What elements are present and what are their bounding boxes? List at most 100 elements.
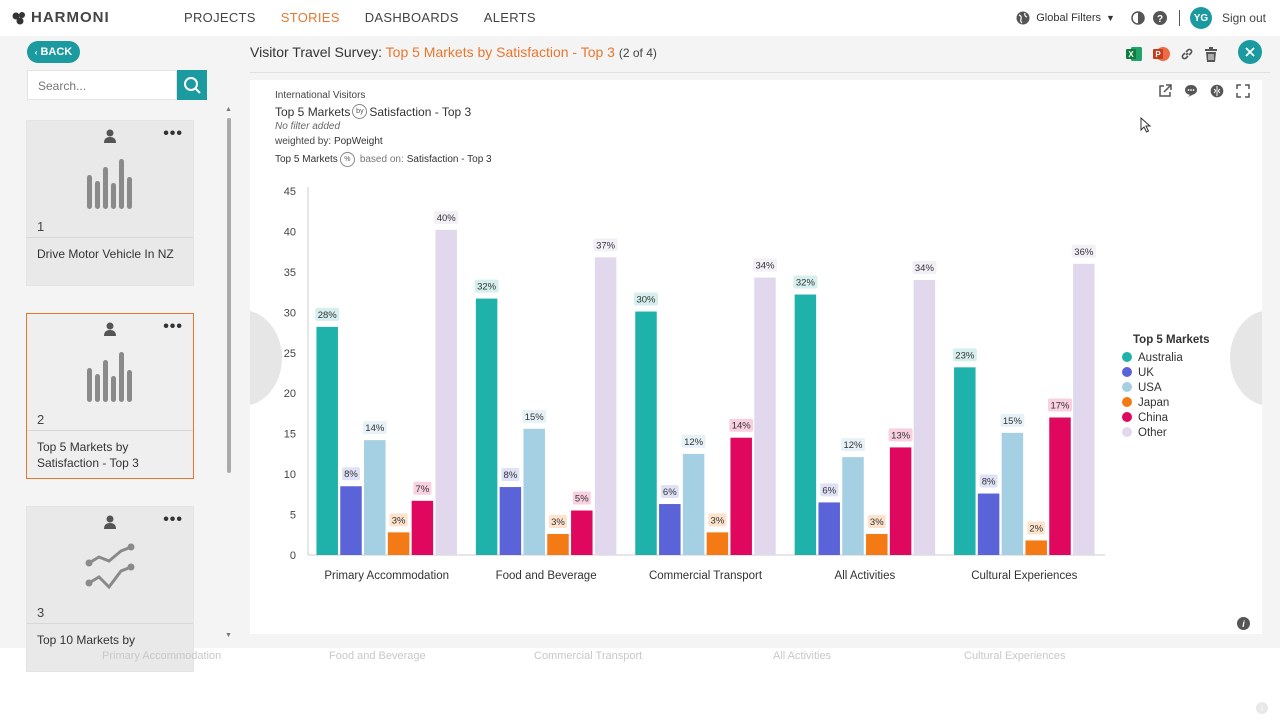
- data-label: 37%: [596, 240, 616, 251]
- ghost-label: Commercial Transport: [534, 650, 643, 662]
- mouse-cursor-icon: [1140, 117, 1152, 133]
- story-card-active[interactable]: ••• 2 Top 5 Markets by Satisfaction - To…: [26, 313, 194, 479]
- open-external-icon[interactable]: [1158, 84, 1172, 98]
- data-label-bg: [572, 491, 591, 505]
- search-icon: [184, 77, 201, 94]
- nav-dashboards[interactable]: DASHBOARDS: [364, 10, 459, 25]
- data-label: 34%: [915, 263, 935, 274]
- bar: [411, 500, 434, 555]
- legend-item: China: [1138, 412, 1169, 424]
- data-label-bg: [1027, 521, 1046, 535]
- data-label-bg: [501, 468, 520, 482]
- nav-alerts[interactable]: ALERTS: [483, 10, 536, 25]
- more-options-icon[interactable]: •••: [163, 125, 183, 142]
- data-label: 14%: [365, 423, 385, 434]
- search-input[interactable]: Search...: [27, 70, 177, 100]
- scrollbar-thumb[interactable]: [227, 118, 231, 473]
- header-divider: [250, 72, 1270, 73]
- trash-icon[interactable]: [1204, 46, 1218, 62]
- info-icon[interactable]: i: [1237, 617, 1250, 630]
- data-label-bg: [1071, 244, 1096, 258]
- card-number: 1: [37, 219, 45, 234]
- global-filters-dropdown[interactable]: Global Filters ▼: [1016, 11, 1115, 25]
- globe-icon: [1016, 11, 1030, 25]
- data-label: 15%: [1003, 416, 1023, 427]
- y-tick-label: 30: [284, 307, 296, 319]
- info-icon[interactable]: i: [1256, 702, 1268, 714]
- filter-note: No filter added: [275, 121, 341, 132]
- bar: [866, 533, 888, 555]
- data-label: 36%: [1074, 247, 1094, 258]
- scroll-up-arrow-icon[interactable]: ▲: [225, 106, 232, 113]
- bar: [659, 504, 681, 555]
- card-number: 3: [37, 605, 45, 620]
- bar: [635, 311, 657, 555]
- data-label-bg: [342, 467, 360, 481]
- x-tick-label: Commercial Transport: [649, 570, 763, 582]
- data-label: 14%: [732, 421, 752, 432]
- close-button[interactable]: [1238, 40, 1262, 64]
- bar: [594, 257, 617, 555]
- fullscreen-icon[interactable]: [1236, 84, 1250, 98]
- bar: [387, 532, 410, 555]
- data-label-bg: [841, 438, 865, 452]
- comment-icon[interactable]: [1184, 84, 1198, 98]
- back-button[interactable]: ‹ BACK: [27, 41, 80, 63]
- story-card[interactable]: ••• 3 Top 10 Markets by: [26, 506, 194, 672]
- data-label: 23%: [955, 350, 975, 361]
- nav-projects[interactable]: PROJECTS: [184, 10, 256, 25]
- bar: [706, 532, 729, 555]
- more-options-icon[interactable]: •••: [163, 318, 183, 335]
- ai-brain-icon[interactable]: [1210, 84, 1224, 98]
- title-highlight: Top 5 Markets by Satisfaction - Top 3: [385, 44, 615, 60]
- bar: [977, 493, 1000, 555]
- ghost-label: Cultural Experiences: [964, 650, 1066, 662]
- top-right-controls: Global Filters ▼ ? YG Sign out: [1016, 6, 1266, 30]
- legend-title: Top 5 Markets: [1133, 334, 1209, 346]
- y-tick-label: 20: [284, 388, 296, 400]
- data-label-bg: [315, 307, 340, 321]
- contrast-icon[interactable]: [1131, 11, 1145, 25]
- story-card[interactable]: ••• 1 Drive Motor Vehicle In NZ: [26, 120, 194, 286]
- base-left: Top 5 Markets: [275, 154, 338, 165]
- person-icon: [104, 322, 116, 336]
- card-title: Top 10 Markets by: [27, 623, 193, 656]
- legend-swatch: [1122, 382, 1132, 392]
- person-icon: [104, 129, 116, 143]
- data-label: 12%: [843, 440, 863, 451]
- data-label: 3%: [551, 517, 565, 528]
- data-label: 3%: [711, 515, 725, 526]
- back-label: BACK: [40, 46, 73, 58]
- weighted-value: PopWeight: [333, 136, 383, 147]
- chevron-left-icon: ‹: [34, 47, 38, 57]
- bar: [954, 367, 976, 555]
- bar: [1073, 263, 1095, 555]
- based-on-label: based on:: [359, 154, 404, 165]
- user-avatar[interactable]: YG: [1189, 7, 1212, 29]
- excel-export-icon[interactable]: X: [1126, 46, 1143, 62]
- more-options-icon[interactable]: •••: [163, 511, 183, 528]
- bar: [547, 533, 569, 555]
- nav-stories[interactable]: STORIES: [280, 10, 340, 25]
- data-label: 32%: [796, 278, 816, 289]
- data-label-bg: [362, 421, 387, 435]
- global-filters-label: Global Filters: [1036, 12, 1102, 24]
- search-button[interactable]: [177, 70, 207, 100]
- sign-out-link[interactable]: Sign out: [1221, 11, 1266, 25]
- scroll-down-arrow-icon[interactable]: ▼: [225, 632, 232, 639]
- data-label-bg: [888, 428, 913, 442]
- data-label: 5%: [575, 494, 589, 505]
- link-icon[interactable]: [1180, 47, 1194, 61]
- powerpoint-export-icon[interactable]: P: [1153, 46, 1170, 62]
- legend-item: Japan: [1138, 397, 1169, 409]
- y-tick-label: 25: [284, 348, 296, 360]
- ghost-label: All Activities: [773, 650, 832, 662]
- data-label-bg: [389, 513, 408, 527]
- data-label: 3%: [870, 517, 884, 528]
- data-label-bg: [634, 292, 658, 306]
- help-icon[interactable]: ?: [1152, 11, 1167, 25]
- data-label: 8%: [504, 470, 518, 481]
- harmoni-logo[interactable]: HARMONI: [12, 9, 110, 26]
- data-label: 15%: [525, 412, 545, 423]
- svg-text:X: X: [1128, 50, 1134, 59]
